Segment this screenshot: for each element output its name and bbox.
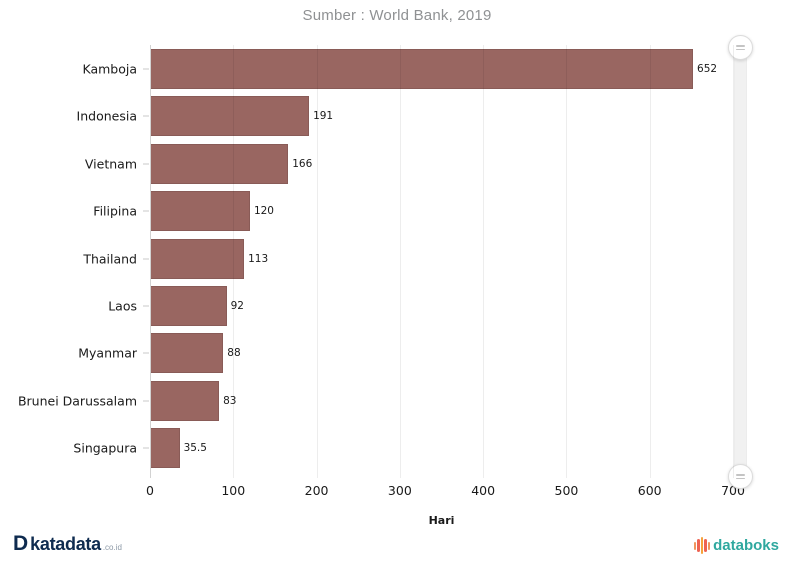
value-label-laos: 92: [230, 299, 244, 312]
gridline-600: [649, 45, 651, 478]
category-label-myanmar: Myanmar: [78, 345, 137, 361]
y-axis-line: [150, 45, 151, 478]
category-tick-laos: [143, 305, 149, 307]
category-label-filipina: Filipina: [93, 203, 137, 219]
scrollbar-grip-top[interactable]: [728, 35, 753, 60]
chart-title: Sumber : World Bank, 2019: [302, 7, 492, 24]
x-tick-label-400: 400: [471, 483, 496, 498]
category-label-laos: Laos: [108, 298, 137, 314]
bar-singapura[interactable]: [150, 428, 180, 469]
value-label-kamboja: 652: [697, 62, 718, 75]
category-tick-kamboja: [143, 68, 149, 70]
x-tick-label-300: 300: [387, 483, 412, 498]
databoks-bars-icon: [693, 537, 711, 554]
bar-filipina[interactable]: [150, 191, 250, 232]
category-label-kamboja: Kamboja: [82, 61, 137, 77]
value-label-indonesia: 191: [313, 110, 334, 123]
value-label-singapura: 35.5: [183, 442, 207, 455]
value-label-filipina: 120: [253, 205, 274, 218]
bar-myanmar[interactable]: [150, 333, 224, 374]
category-label-vietnam: Vietnam: [84, 156, 137, 172]
katadata-logo-text: katadata: [30, 534, 101, 554]
x-tick-label-0: 0: [146, 483, 154, 498]
chart-scrollbar-track[interactable]: [734, 40, 747, 483]
gridline-400: [483, 45, 485, 478]
bar-laos[interactable]: [150, 285, 227, 326]
value-label-myanmar: 88: [227, 347, 241, 360]
x-tick-label-600: 600: [637, 483, 662, 498]
gridline-200: [316, 45, 318, 478]
gridline-100: [233, 45, 235, 478]
category-tick-thailand: [143, 258, 149, 259]
x-tick-label-100: 100: [221, 483, 246, 498]
category-label-brunei-darussalam: Brunei Darussalam: [17, 393, 137, 409]
x-axis-title: Hari: [428, 514, 455, 527]
footer: D katadata .co.id databoks: [0, 530, 794, 564]
value-label-thailand: 113: [248, 252, 269, 265]
x-tick-label-200: 200: [304, 483, 329, 498]
scrollbar-grip-bottom[interactable]: [728, 464, 753, 489]
databoks-logo-text: databoks: [713, 537, 779, 554]
category-label-indonesia: Indonesia: [76, 108, 137, 124]
value-label-vietnam: 166: [292, 157, 313, 170]
value-axis: 0 100 200 300 400 500 600 700: [0, 483, 794, 501]
gridline-700: [733, 45, 734, 478]
databoks-logo[interactable]: databoks: [693, 537, 779, 554]
category-label-singapura: Singapura: [73, 440, 137, 456]
category-axis: Kamboja Indonesia Vietnam Filipina Thailand L…: [0, 45, 150, 472]
category-tick-brunei-darussalam: [143, 400, 149, 402]
bar-vietnam[interactable]: [150, 143, 289, 184]
category-tick-myanmar: [143, 352, 149, 354]
katadata-logo[interactable]: D katadata .co.id: [13, 532, 122, 555]
x-tick-label-500: 500: [554, 483, 579, 498]
gridline-300: [399, 45, 401, 478]
value-label-brunei-darussalam: 83: [223, 394, 237, 407]
bar-kamboja[interactable]: [150, 48, 694, 89]
drag-handle-icon: [736, 474, 745, 479]
katadata-logo-suffix: .co.id: [102, 543, 122, 552]
category-tick-singapura: [143, 447, 149, 449]
katadata-d-icon: D: [13, 532, 29, 555]
category-tick-vietnam: [143, 163, 149, 165]
bar-brunei-darussalam[interactable]: [150, 380, 220, 421]
category-tick-filipina: [143, 210, 149, 212]
bar-thailand[interactable]: [150, 238, 245, 279]
drag-handle-icon: [736, 45, 745, 50]
gridline-500: [566, 45, 568, 478]
category-label-thailand: Thailand: [83, 251, 137, 266]
category-tick-indonesia: [143, 115, 149, 117]
plot-area: 652 191 166 120 113 92 88 83 35.5: [150, 45, 734, 478]
bar-indonesia[interactable]: [150, 96, 310, 137]
